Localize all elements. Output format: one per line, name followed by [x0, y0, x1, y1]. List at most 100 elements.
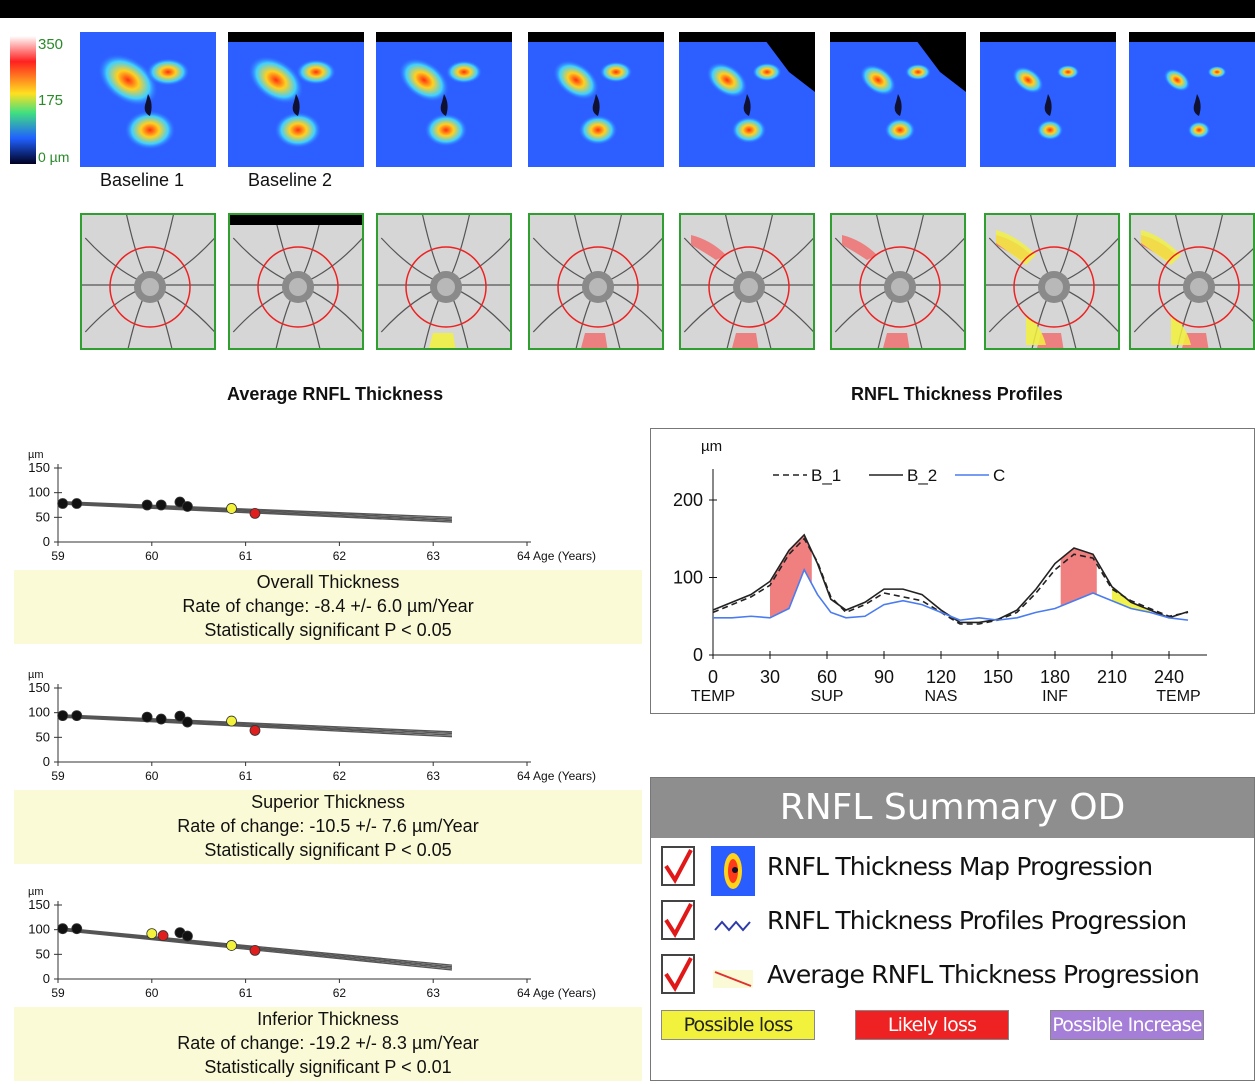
x-tick-label: 59 — [51, 549, 65, 563]
y-tick-label: 0 — [693, 645, 703, 665]
region-label: TEMP — [691, 688, 735, 705]
summary-item-map: RNFL Thickness Map Progression — [767, 852, 1153, 881]
region-label: INF — [1042, 688, 1068, 705]
scale-min-label: 0 µm — [38, 149, 70, 165]
overall-caption: Overall Thickness Rate of change: -8.4 +… — [14, 570, 642, 644]
overall-rate: Rate of change: -8.4 +/- 6.0 µm/Year — [182, 596, 474, 616]
y-tick-label: 100 — [673, 568, 703, 588]
x-tick-label: 62 — [333, 769, 347, 783]
legend-likely-loss: Likely loss — [855, 1010, 1009, 1040]
inferior-significance: Statistically significant P < 0.01 — [204, 1057, 452, 1077]
y-tick-label: 0 — [43, 971, 50, 986]
profiles-title: RNFL Thickness Profiles — [851, 384, 1063, 404]
y-unit-label: µm — [28, 669, 44, 681]
x-tick-label: 64 Age (Years) — [517, 769, 596, 783]
check-icon[interactable] — [661, 900, 695, 940]
data-point — [57, 923, 69, 935]
y-tick-label: 50 — [36, 509, 50, 524]
superior-trend-chart: µm 0 50 100 150 59 60 61 62 63 64 Age (Years) — [14, 666, 644, 790]
profile-wave-icon — [711, 900, 755, 950]
x-tick-label: 61 — [239, 769, 253, 783]
scale-max-label: 350 — [38, 36, 64, 53]
overall-title: Overall Thickness — [256, 572, 400, 592]
data-point — [57, 710, 69, 722]
x-tick-label: 150 — [983, 667, 1013, 687]
y-unit-label: µm — [28, 449, 44, 461]
summary-row-map: RNFL Thickness Map Progression — [661, 846, 1241, 896]
average-rnfl-title: Average RNFL Thickness — [227, 384, 444, 404]
x-tick-label: 63 — [427, 986, 441, 1000]
profile-series-line — [712, 533, 1189, 624]
profile-chart-box: µm 0 100 200 0 30 60 90 120 150 180 210 240 TEMP SUP NA… — [650, 428, 1255, 714]
fundus-image — [228, 213, 364, 350]
y-tick-label: 50 — [36, 946, 50, 961]
highlight-region — [1112, 586, 1150, 613]
y-tick-label: 100 — [28, 705, 50, 720]
fundus-image — [830, 213, 966, 350]
thickness-map-image — [80, 32, 216, 167]
overall-trend-chart: µm 0 50 100 150 59 60 61 62 63 64 Age (Years) — [14, 446, 644, 570]
legend-possible-increase: Possible Increase — [1050, 1010, 1204, 1040]
data-point — [226, 715, 237, 727]
data-point — [226, 503, 237, 514]
y-tick-label: 0 — [43, 534, 50, 549]
x-tick-label: 63 — [427, 769, 441, 783]
check-icon[interactable] — [661, 846, 695, 886]
y-tick-label: 50 — [36, 729, 50, 744]
inferior-trend-chart: µm 0 50 100 150 59 60 61 62 63 64 Age (Years) — [14, 883, 644, 1007]
x-tick-label: 90 — [874, 667, 894, 687]
trend-line — [57, 714, 452, 735]
superior-title: Superior Thickness — [251, 792, 405, 812]
x-tick-label: 61 — [239, 549, 253, 563]
inferior-title: Inferior Thickness — [257, 1009, 399, 1029]
data-point — [226, 940, 237, 951]
x-tick-label: 210 — [1097, 667, 1127, 687]
x-tick-label: 60 — [145, 549, 159, 563]
region-label: NAS — [925, 688, 958, 705]
fundus-image — [679, 213, 815, 350]
baseline-1-label: Baseline 1 — [100, 170, 185, 190]
fundus-image — [80, 213, 216, 350]
y-unit-label: µm — [701, 438, 722, 455]
x-tick-label: 64 Age (Years) — [517, 986, 596, 1000]
region-label: TEMP — [1156, 688, 1200, 705]
baseline-2-label: Baseline 2 — [248, 170, 333, 190]
fundus-image — [376, 213, 512, 350]
x-tick-label: 240 — [1154, 667, 1184, 687]
data-point — [155, 499, 167, 511]
legend-label: C — [993, 466, 1005, 485]
legend-label: B_1 — [811, 466, 841, 485]
data-point — [71, 710, 83, 722]
x-tick-label: 59 — [51, 769, 65, 783]
data-point — [182, 501, 193, 512]
data-point — [182, 930, 193, 942]
legend-label: B_2 — [907, 466, 937, 485]
data-point — [146, 928, 158, 940]
fundus-image — [528, 213, 664, 350]
thickness-map-image — [830, 32, 966, 167]
summary-row-average: Average RNFL Thickness Progression — [661, 954, 1241, 998]
x-tick-label: 62 — [333, 986, 347, 1000]
thickness-map-image — [228, 32, 364, 167]
y-tick-label: 100 — [28, 485, 50, 500]
x-tick-label: 61 — [239, 986, 253, 1000]
region-label: SUP — [811, 688, 844, 705]
thickness-map-image — [1129, 32, 1255, 167]
x-tick-label: 64 Age (Years) — [517, 549, 596, 563]
profile-series-line — [713, 567, 1189, 621]
scale-mid-label: 175 — [38, 92, 64, 109]
check-icon[interactable] — [661, 954, 695, 994]
x-tick-label: 30 — [760, 667, 780, 687]
thickness-map-image — [376, 32, 512, 167]
fundus-image — [984, 213, 1120, 350]
fundus-image — [1129, 213, 1255, 350]
thickness-map-image — [528, 32, 664, 167]
thickness-color-scale — [10, 36, 36, 164]
x-tick-label: 60 — [145, 986, 159, 1000]
inferior-rate: Rate of change: -19.2 +/- 8.3 µm/Year — [177, 1033, 479, 1053]
y-unit-label: µm — [28, 886, 44, 898]
thickness-map-image — [980, 32, 1116, 167]
data-point — [141, 499, 153, 511]
summary-item-profiles: RNFL Thickness Profiles Progression — [767, 906, 1187, 935]
superior-rate: Rate of change: -10.5 +/- 7.6 µm/Year — [177, 816, 479, 836]
